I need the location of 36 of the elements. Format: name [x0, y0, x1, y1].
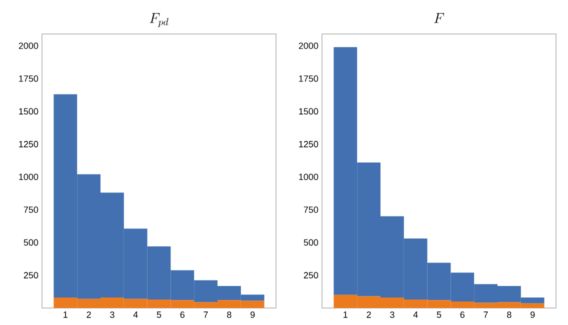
y-tick-label: 1250: [299, 140, 318, 148]
chart-title: $F$: [434, 13, 444, 23]
x-tick-label: 8: [507, 312, 512, 318]
y-tick-label: 1750: [19, 75, 38, 82]
y-tick-label: 1500: [299, 108, 318, 115]
x-tick-label: 1: [344, 312, 348, 318]
y-tick-label: 1500: [19, 108, 38, 115]
x-tick-label: 6: [460, 312, 465, 318]
y-tick-label: 1000: [299, 174, 318, 180]
x-tick-label: 9: [530, 312, 535, 318]
y-tick-label: 750: [24, 206, 38, 213]
x-tick-label: 3: [110, 312, 114, 318]
x-tick-label: 4: [413, 312, 418, 318]
y-tick-label: 2000: [298, 42, 318, 49]
y-tick-label: 500: [24, 239, 38, 246]
x-tick-label: 5: [436, 312, 442, 318]
x-tick-label: 7: [204, 312, 208, 318]
y-tick-label: 750: [304, 206, 318, 213]
x-tick-label: 2: [366, 312, 371, 318]
y-tick-label: 500: [304, 239, 318, 246]
y-tick-label: 2000: [18, 42, 38, 49]
x-tick-label: 8: [227, 312, 232, 318]
x-tick-label: 1: [64, 312, 68, 318]
x-tick-label: 7: [484, 312, 488, 318]
y-tick-label: 1250: [19, 140, 38, 148]
x-tick-label: 5: [156, 312, 162, 318]
chart-title: $F_{pd}$: [150, 13, 168, 28]
x-tick-label: 3: [390, 312, 394, 318]
y-tick-label: 1000: [19, 174, 38, 180]
x-tick-label: 9: [250, 312, 255, 318]
y-tick-label: 250: [304, 272, 318, 278]
x-tick-label: 2: [86, 312, 91, 318]
y-tick-label: 1750: [299, 75, 318, 82]
y-tick-label: 250: [24, 272, 38, 278]
x-tick-label: 6: [180, 312, 185, 318]
x-tick-label: 4: [133, 312, 138, 318]
